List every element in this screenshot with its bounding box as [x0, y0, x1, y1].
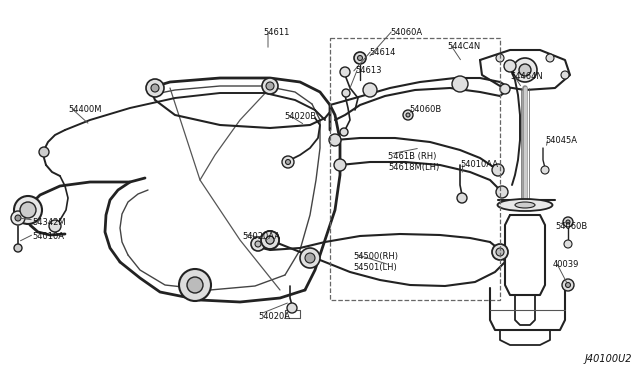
- Bar: [330, 38, 500, 300]
- Circle shape: [457, 193, 467, 203]
- Text: 54060B: 54060B: [555, 222, 588, 231]
- Circle shape: [546, 54, 554, 62]
- Circle shape: [262, 78, 278, 94]
- Circle shape: [251, 237, 265, 251]
- Text: 54020B: 54020B: [284, 112, 316, 121]
- Circle shape: [566, 220, 570, 224]
- Circle shape: [340, 128, 348, 136]
- Circle shape: [20, 202, 36, 218]
- Text: 54342M: 54342M: [32, 218, 66, 227]
- Circle shape: [266, 236, 274, 244]
- Circle shape: [285, 160, 291, 164]
- Text: 54060A: 54060A: [390, 28, 422, 37]
- Circle shape: [305, 253, 315, 263]
- Text: 544C4N: 544C4N: [447, 42, 480, 51]
- Circle shape: [492, 164, 504, 176]
- Circle shape: [504, 60, 516, 72]
- Text: 54045A: 54045A: [545, 136, 577, 145]
- Circle shape: [354, 52, 366, 64]
- Circle shape: [519, 64, 531, 76]
- Circle shape: [340, 67, 350, 77]
- Text: 54614: 54614: [369, 48, 396, 57]
- Circle shape: [261, 231, 279, 249]
- Text: 54020AA: 54020AA: [242, 232, 280, 241]
- Text: 54020A: 54020A: [258, 312, 290, 321]
- Circle shape: [14, 196, 42, 224]
- Circle shape: [564, 240, 572, 248]
- Text: 54010AA: 54010AA: [460, 160, 498, 169]
- Text: 54611: 54611: [263, 28, 289, 37]
- Circle shape: [496, 248, 504, 256]
- Circle shape: [266, 236, 274, 244]
- Circle shape: [300, 248, 320, 268]
- Text: 54400M: 54400M: [68, 105, 102, 114]
- Circle shape: [329, 134, 341, 146]
- Circle shape: [492, 244, 508, 260]
- Text: 54501(LH): 54501(LH): [353, 263, 397, 272]
- Circle shape: [261, 231, 279, 249]
- Circle shape: [563, 217, 573, 227]
- Circle shape: [363, 83, 377, 97]
- Circle shape: [49, 220, 61, 232]
- Circle shape: [561, 71, 569, 79]
- Circle shape: [334, 159, 346, 171]
- Text: 54500(RH): 54500(RH): [353, 252, 398, 261]
- Text: 54618M(LH): 54618M(LH): [388, 163, 439, 172]
- Text: 54613: 54613: [355, 66, 381, 75]
- Text: 54464N: 54464N: [510, 72, 543, 81]
- Circle shape: [255, 241, 261, 247]
- Circle shape: [14, 244, 22, 252]
- Circle shape: [146, 79, 164, 97]
- Circle shape: [541, 166, 549, 174]
- Circle shape: [500, 84, 510, 94]
- Circle shape: [513, 58, 537, 82]
- Text: 54010A: 54010A: [32, 232, 64, 241]
- Circle shape: [452, 76, 468, 92]
- Circle shape: [282, 156, 294, 168]
- Circle shape: [496, 54, 504, 62]
- Circle shape: [187, 277, 203, 293]
- Circle shape: [266, 82, 274, 90]
- Circle shape: [406, 113, 410, 117]
- Circle shape: [403, 110, 413, 120]
- Text: 5461B (RH): 5461B (RH): [388, 152, 436, 161]
- Circle shape: [496, 186, 508, 198]
- Circle shape: [287, 303, 297, 313]
- Circle shape: [566, 282, 570, 288]
- Circle shape: [358, 55, 362, 61]
- Circle shape: [151, 84, 159, 92]
- Ellipse shape: [515, 202, 535, 208]
- Circle shape: [39, 147, 49, 157]
- Text: J40100U2: J40100U2: [584, 354, 632, 364]
- Circle shape: [562, 279, 574, 291]
- Ellipse shape: [497, 199, 552, 211]
- Circle shape: [11, 211, 25, 225]
- Circle shape: [179, 269, 211, 301]
- Text: 40039: 40039: [553, 260, 579, 269]
- Circle shape: [15, 215, 21, 221]
- Text: 54060B: 54060B: [409, 105, 441, 114]
- Circle shape: [342, 89, 350, 97]
